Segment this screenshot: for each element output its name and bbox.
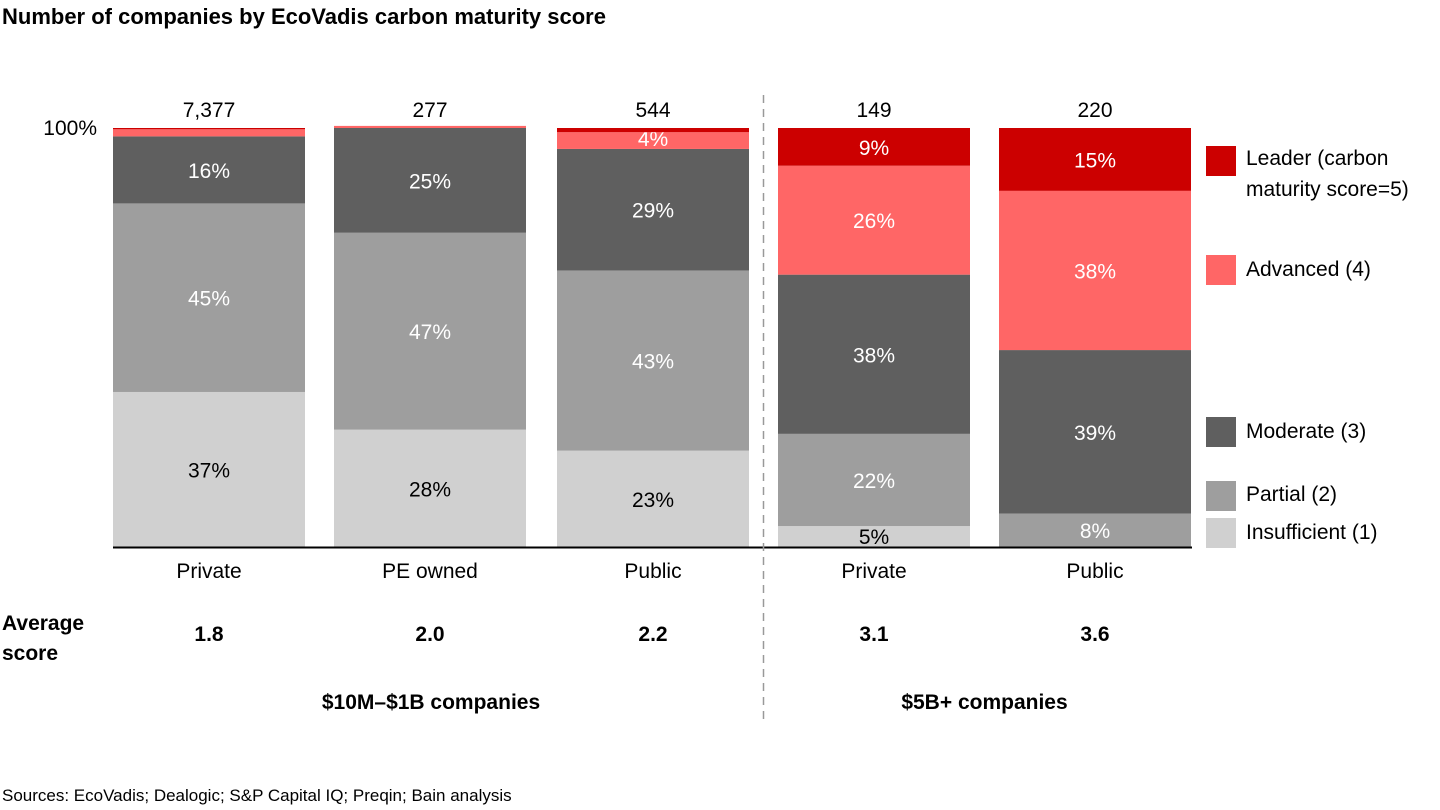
data-label: 8% [1080, 520, 1110, 543]
bar-segment [778, 433, 970, 527]
data-label: 39% [1074, 422, 1116, 445]
data-label: 29% [632, 200, 674, 223]
total-label: 220 [1077, 99, 1112, 122]
average-score-value: 3.1 [859, 623, 889, 646]
legend-swatch-partial [1206, 481, 1236, 511]
bar-segment [113, 203, 305, 392]
bar-segment [557, 128, 749, 133]
bar-segment [999, 190, 1191, 351]
legend-label-partial: Partial (2) [1246, 483, 1338, 506]
data-label: 43% [632, 351, 674, 374]
bar-segment [113, 391, 305, 547]
legend-swatch-insufficient [1206, 518, 1236, 548]
x-tick-label: Private [176, 560, 241, 583]
average-score-value: 2.2 [638, 623, 667, 646]
data-label: 25% [409, 170, 451, 193]
data-label: 5% [859, 526, 889, 549]
legend-label-moderate: Moderate (3) [1246, 420, 1367, 443]
x-tick-label: Public [1066, 560, 1123, 583]
data-label: 26% [853, 210, 895, 233]
total-label: 149 [856, 99, 891, 122]
bar-segment [334, 125, 526, 128]
data-label: 38% [853, 344, 895, 367]
total-label: 277 [412, 99, 447, 122]
average-score-value: 2.0 [415, 623, 444, 646]
legend-label-line: Leader (carbon [1246, 147, 1389, 170]
source-note: Sources: EcoVadis; Dealogic; S&P Capital… [2, 786, 512, 805]
bar-segment [113, 128, 305, 130]
bar-segment [557, 450, 749, 547]
legend-swatch-leader [1206, 146, 1236, 176]
data-label: 38% [1074, 260, 1116, 283]
legend-label-leader: Leader (carbon maturity score=5) [1246, 143, 1409, 205]
data-label: 23% [632, 489, 674, 512]
x-tick-label: Public [624, 560, 681, 583]
bar-segment [778, 128, 970, 166]
x-tick-label: Private [841, 560, 906, 583]
bar-segment [557, 148, 749, 271]
average-score-label: score [2, 642, 58, 665]
group-label: $5B+ companies [901, 691, 1067, 714]
bar-segment [999, 128, 1191, 191]
x-tick-label: PE owned [382, 560, 478, 583]
data-label: 28% [409, 478, 451, 501]
bar-segment [557, 132, 749, 149]
legend-label-advanced: Advanced (4) [1246, 258, 1371, 281]
average-score-value: 1.8 [194, 623, 224, 646]
data-label: 16% [188, 160, 230, 183]
bar-segment [113, 136, 305, 204]
bar-segment [999, 350, 1191, 514]
data-label: 37% [188, 459, 230, 482]
legend-label-line: maturity score=5) [1246, 178, 1409, 201]
total-label: 544 [635, 99, 670, 122]
bar-segment [999, 513, 1191, 547]
chart-title: Number of companies by EcoVadis carbon m… [2, 4, 606, 29]
bar-segment [334, 232, 526, 430]
average-score-label: Average [2, 612, 84, 635]
group-label: $10M–$1B companies [322, 691, 540, 714]
y-tick-label: 100% [43, 117, 97, 140]
bar-segment [334, 429, 526, 547]
data-label: 45% [188, 288, 230, 311]
total-label: 7,377 [183, 99, 236, 122]
bar-segment [778, 526, 970, 547]
legend-swatch-advanced [1206, 255, 1236, 285]
bar-segment [778, 165, 970, 275]
bar-segment [557, 270, 749, 451]
data-label: 9% [859, 137, 889, 160]
data-label: 15% [1074, 149, 1116, 172]
average-score-value: 3.6 [1080, 623, 1109, 646]
data-label: 4% [638, 128, 668, 151]
legend-label-insufficient: Insufficient (1) [1246, 521, 1378, 544]
bar-segment [778, 274, 970, 434]
data-label: 47% [409, 321, 451, 344]
bar-segment [113, 129, 305, 137]
legend-swatch-moderate [1206, 417, 1236, 447]
data-label: 22% [853, 470, 895, 493]
bar-segment [334, 128, 526, 233]
